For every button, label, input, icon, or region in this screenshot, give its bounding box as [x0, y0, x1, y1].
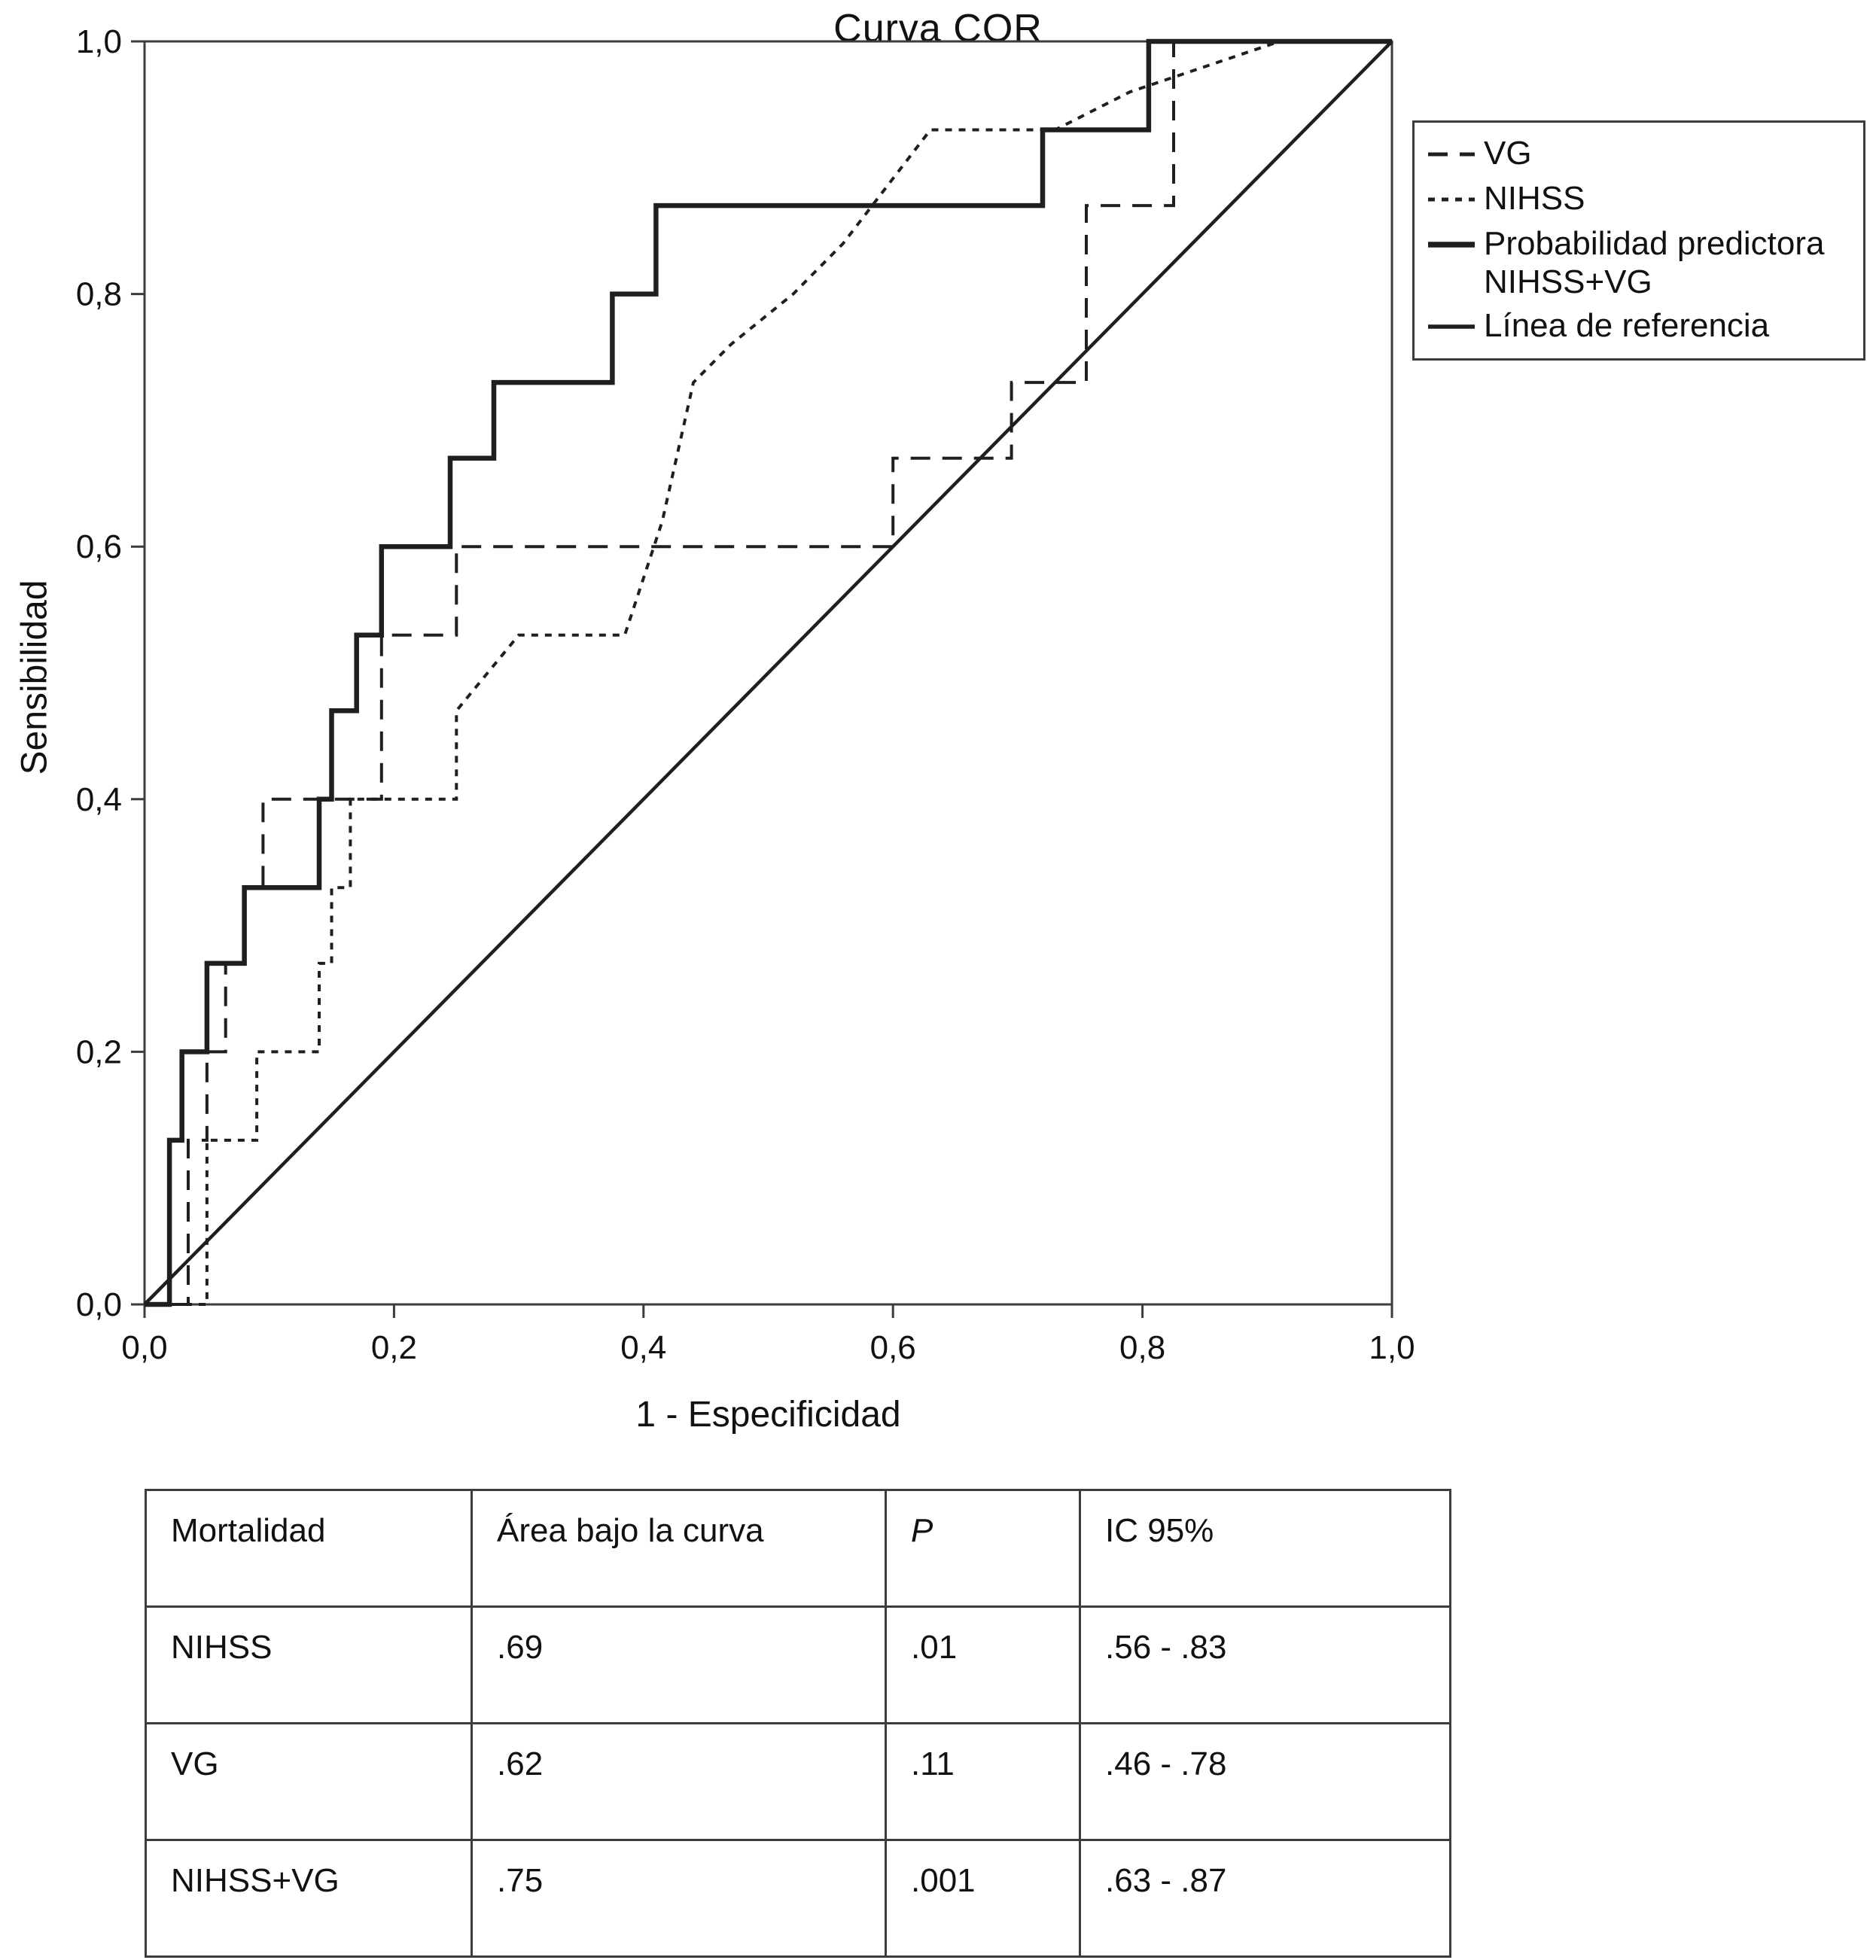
legend-line-sample-icon — [1428, 152, 1475, 157]
table-cell: .62 — [471, 1722, 887, 1841]
y-tick-label: 0,2 — [76, 1033, 122, 1070]
table-cell: .001 — [885, 1839, 1081, 1958]
table-cell: .01 — [885, 1605, 1081, 1724]
roc-plot: 0,0 0,2 0,4 0,6 0,8 1,0 0,0 0,2 0,4 0,6 0,8 1,0 — [76, 23, 1415, 1366]
x-tick-label: 0,2 — [371, 1329, 417, 1366]
table-row: Mortalidad Área bajo la curva P IC 95% — [145, 1489, 1451, 1608]
legend-line-sample-icon — [1428, 197, 1475, 202]
table-cell: .56 - .83 — [1079, 1605, 1451, 1724]
series-line-vg — [145, 40, 1392, 1306]
plot-frame — [143, 40, 1393, 1306]
column-header: P — [885, 1489, 1081, 1608]
x-tick-label: 0,6 — [870, 1329, 916, 1366]
legend-line-sample-icon — [1428, 242, 1475, 248]
y-tick-label: 0,6 — [76, 528, 122, 565]
reference-line — [143, 40, 1393, 1306]
y-tick-label: 1,0 — [76, 23, 122, 60]
x-tick-label: 0,8 — [1119, 1329, 1165, 1366]
series-line-probabilidad-predictora-nihss-vg — [145, 38, 1392, 1307]
table-cell: .69 — [471, 1605, 887, 1724]
legend-item-nihss: NIHSS — [1427, 180, 1853, 219]
x-tick-label: 1,0 — [1369, 1329, 1415, 1366]
table-row: NIHSS+VG .75.001.63 - .87 — [145, 1839, 1451, 1958]
column-header: Área bajo la curva — [471, 1489, 887, 1608]
table-cell: .75 — [471, 1839, 887, 1958]
table-cell: NIHSS+VG — [145, 1839, 473, 1958]
legend-label: NIHSS — [1484, 180, 1585, 217]
x-tick-label: 0,0 — [121, 1329, 167, 1366]
legend-label: Probabilidad predictora NIHSS+VG — [1484, 225, 1825, 300]
auc-results-table: Mortalidad Área bajo la curva P IC 95% NIHS… — [145, 1489, 1451, 1958]
legend-line-sample-icon — [1428, 324, 1475, 329]
y-tick-label: 0,8 — [76, 276, 122, 313]
legend-label: Línea de referencia — [1484, 307, 1770, 345]
legend: VG NIHSS Probabilidad predictora NIHSS+VG L… — [1412, 120, 1865, 361]
legend-label: VG — [1484, 135, 1532, 172]
x-axis-label: 1 - Especificidad — [635, 1395, 901, 1435]
chart-title: Curva COR — [833, 7, 1043, 50]
table-cell: .63 - .87 — [1079, 1839, 1451, 1958]
legend-item-probabilidad-predictora-nihss-vg: Probabilidad predictora NIHSS+VG — [1427, 225, 1853, 301]
table-row: VG .62.11.46 - .78 — [145, 1722, 1451, 1841]
column-header: Mortalidad — [145, 1489, 473, 1608]
table-cell: .11 — [885, 1722, 1081, 1841]
table-cell: NIHSS — [145, 1605, 473, 1724]
table-header-row: Mortalidad Área bajo la curva P IC 95% — [145, 1489, 1451, 1608]
x-tick-label: 0,4 — [620, 1329, 666, 1366]
legend-item-l-nea-de-referencia: Línea de referencia — [1427, 307, 1853, 346]
table-cell: .46 - .78 — [1079, 1722, 1451, 1841]
y-tick-label: 0,4 — [76, 781, 122, 818]
series-line-nihss — [145, 40, 1392, 1306]
legend-item-vg: VG — [1427, 135, 1853, 174]
table-cell: VG — [145, 1722, 473, 1841]
column-header: IC 95% — [1079, 1489, 1451, 1608]
table-body: NIHSS .69.01.56 - .83 VG .62.11.46 - .78 NIH… — [145, 1605, 1451, 1958]
table-row: NIHSS .69.01.56 - .83 — [145, 1605, 1451, 1724]
y-tick-label: 0,0 — [76, 1286, 122, 1323]
